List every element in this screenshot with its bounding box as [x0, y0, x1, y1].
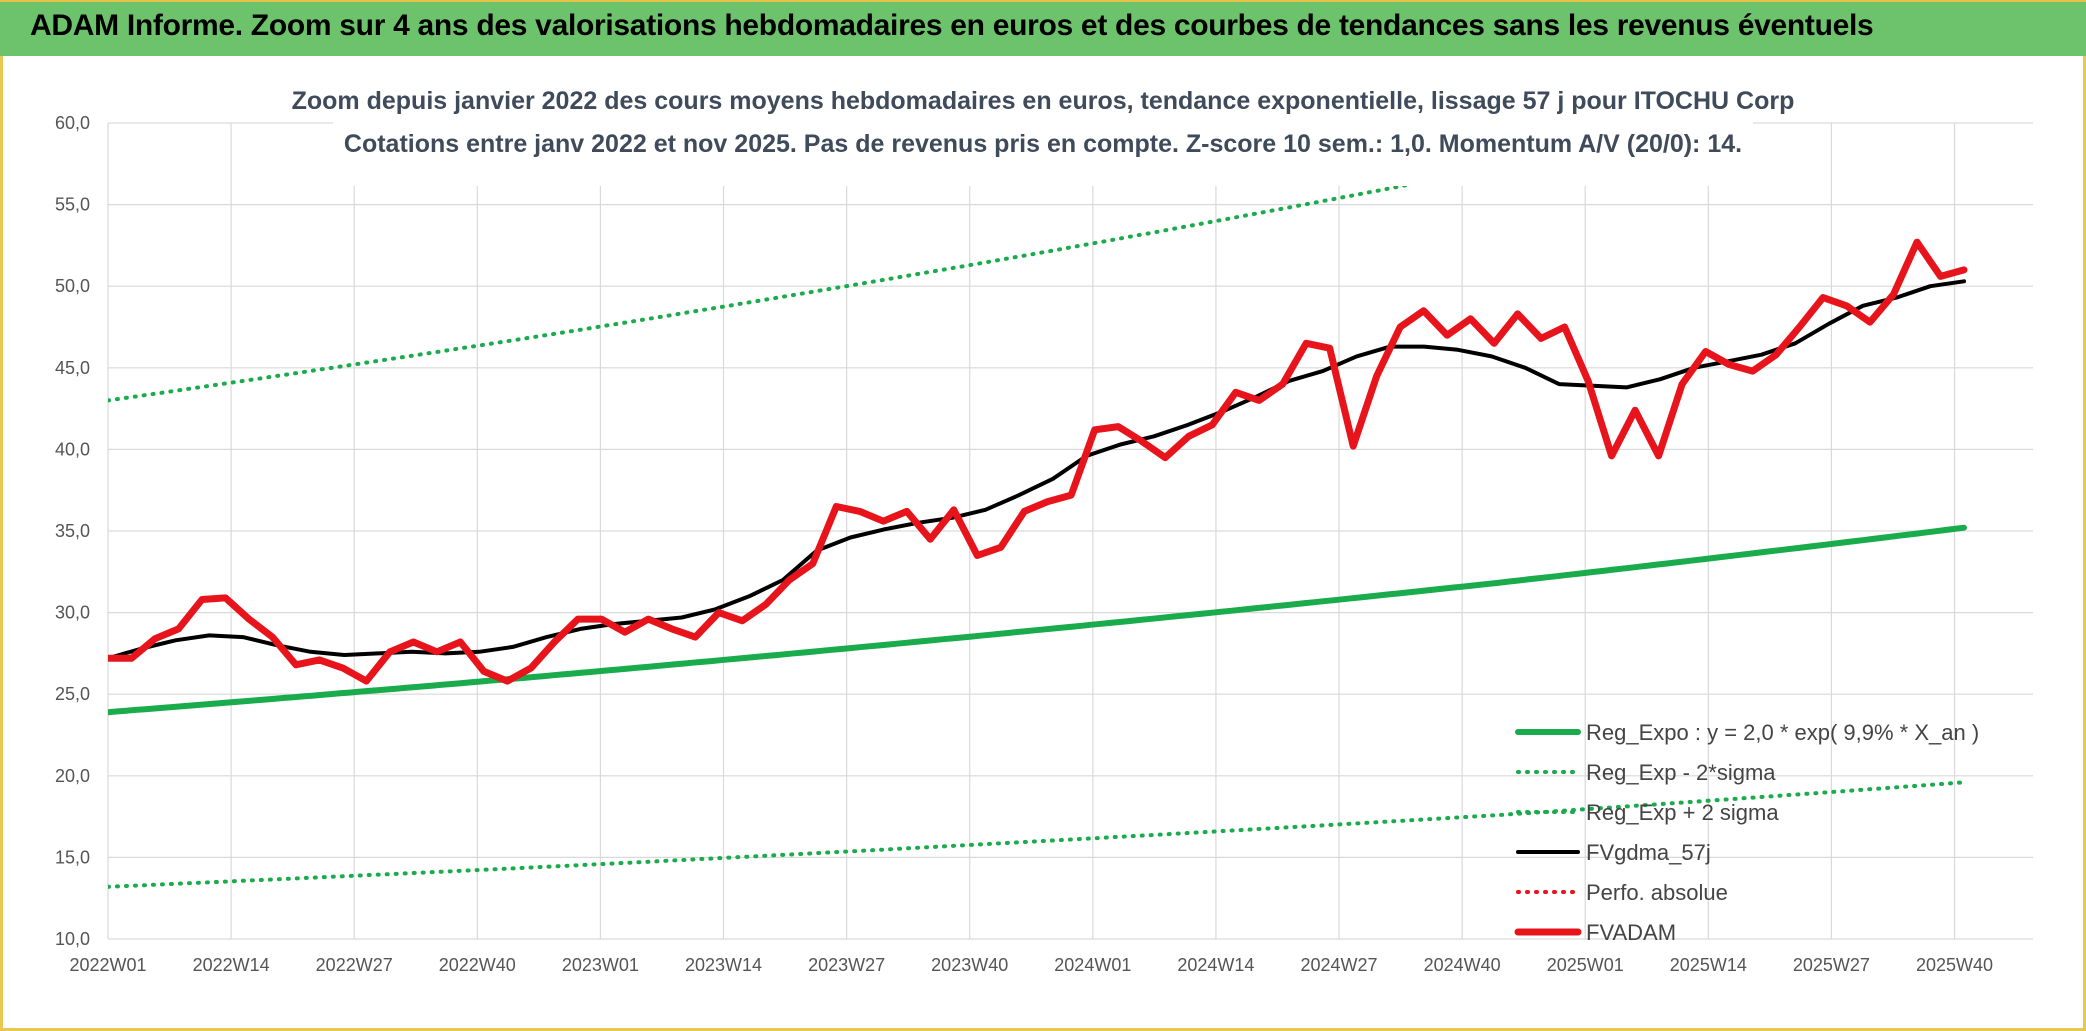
- series-line-0: [108, 524, 1967, 716]
- x-tick-label: 2022W40: [439, 955, 516, 975]
- series-line-1: [108, 780, 1966, 889]
- chart-title-line1: Zoom depuis janvier 2022 des cours moyen…: [292, 87, 1795, 115]
- y-tick-label: 10,0: [55, 929, 90, 949]
- series-layer: [108, 123, 1968, 889]
- y-tick-label: 60,0: [55, 113, 90, 133]
- x-tick-label: 2022W14: [193, 955, 270, 975]
- x-tick-label: 2022W01: [69, 955, 146, 975]
- y-tick-label: 15,0: [55, 847, 90, 867]
- legend-label: FVgdma_57j: [1586, 840, 1711, 865]
- title-background: [333, 76, 1753, 186]
- legend-label: Reg_Exp - 2*sigma: [1586, 760, 1776, 785]
- x-tick-label: 2025W14: [1670, 955, 1747, 975]
- y-tick-label: 20,0: [55, 766, 90, 786]
- x-tick-label: 2025W27: [1793, 955, 1870, 975]
- legend-label: Perfo. absolue: [1586, 880, 1728, 905]
- report-title: ADAM Informe. Zoom sur 4 ans des valoris…: [30, 9, 1874, 42]
- x-tick-label: 2025W01: [1547, 955, 1624, 975]
- x-tick-label: 2025W40: [1916, 955, 1993, 975]
- y-tick-label: 50,0: [55, 276, 90, 296]
- x-tick-label: 2023W14: [685, 955, 762, 975]
- chart-title-line2: Cotations entre janv 2022 et nov 2025. P…: [344, 130, 1742, 158]
- x-tick-label: 2023W27: [808, 955, 885, 975]
- legend-label: FVADAM: [1586, 920, 1676, 945]
- series-line-5: [108, 238, 1968, 685]
- x-tick-label: 2024W40: [1424, 955, 1501, 975]
- y-tick-label: 25,0: [55, 684, 90, 704]
- chart-title-block: Zoom depuis janvier 2022 des cours moyen…: [292, 76, 1795, 186]
- price-trend-chart: 10,0 15,0 20,0 25,0 30,0 35,0 40,0 45,0 50,0 55,0…: [55, 76, 2033, 975]
- series-line-3: [108, 279, 1966, 661]
- axis-labels: 10,0 15,0 20,0 25,0 30,0 35,0 40,0 45,0 50,0 55,0…: [55, 113, 1993, 975]
- x-tick-label: 2024W01: [1054, 955, 1131, 975]
- x-tick-label: 2023W40: [931, 955, 1008, 975]
- y-tick-label: 35,0: [55, 521, 90, 541]
- y-tick-label: 45,0: [55, 358, 90, 378]
- legend-label: Reg_Expo : y = 2,0 * exp( 9,9% * X_an ): [1586, 720, 1979, 745]
- y-tick-label: 30,0: [55, 603, 90, 623]
- legend-label: Reg_Exp + 2 sigma: [1586, 800, 1779, 825]
- y-tick-label: 55,0: [55, 195, 90, 215]
- x-tick-label: 2023W01: [562, 955, 639, 975]
- x-tick-label: 2024W14: [1177, 955, 1254, 975]
- y-tick-label: 40,0: [55, 439, 90, 459]
- x-tick-label: 2024W27: [1300, 955, 1377, 975]
- chart-frame: 10,0 15,0 20,0 25,0 30,0 35,0 40,0 45,0 50,0 55,0…: [0, 56, 2086, 1031]
- report-banner: ADAM Informe. Zoom sur 4 ans des valoris…: [0, 0, 2086, 56]
- legend: Reg_Expo : y = 2,0 * exp( 9,9% * X_an ) R…: [1514, 720, 1979, 945]
- x-tick-label: 2022W27: [316, 955, 393, 975]
